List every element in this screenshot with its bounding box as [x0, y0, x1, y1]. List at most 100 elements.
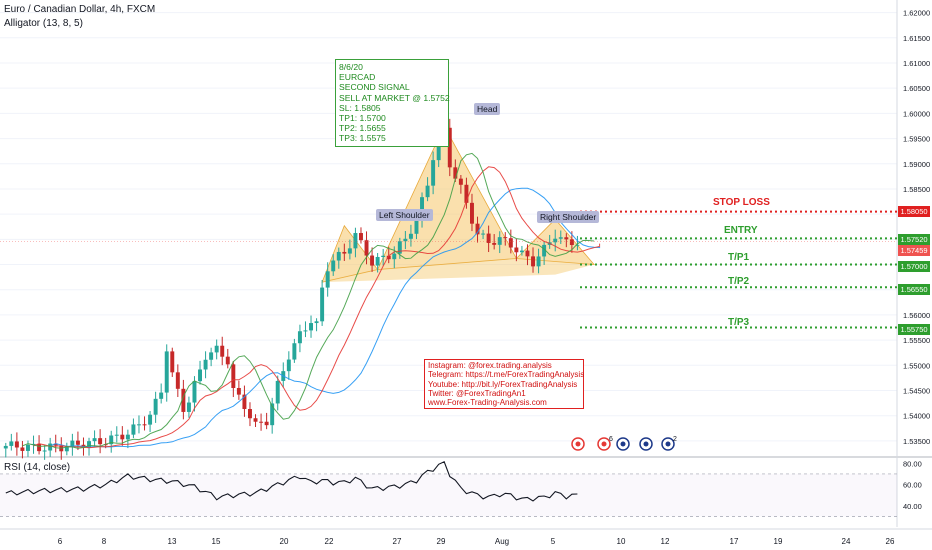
candle-body: [170, 351, 175, 373]
candle-body: [525, 250, 530, 257]
candle-body: [42, 450, 47, 452]
candle-body: [375, 256, 380, 266]
candle-body: [214, 345, 219, 353]
time-tick-label: 27: [393, 537, 402, 546]
candle-body: [464, 184, 469, 203]
social-line: Instagram: @forex.trading.analysis: [428, 361, 552, 370]
signal-line: TP1: 1.5700: [339, 113, 386, 124]
right-shoulder-label: Right Shoulder: [537, 211, 600, 223]
time-tick-label: 6: [58, 537, 63, 546]
candle-body: [225, 356, 230, 365]
tp3-price-tag: 1.55750: [898, 324, 930, 335]
signal-line: TP2: 1.5655: [339, 123, 386, 134]
time-tick-label: 15: [212, 537, 221, 546]
entry-price-tag: 1.57520: [898, 234, 930, 245]
candle-body: [242, 394, 247, 410]
candle-body: [181, 388, 186, 412]
price-tick-label: 1.55000: [903, 361, 930, 370]
candle-body: [98, 438, 103, 445]
candle-body: [553, 238, 558, 243]
candle-body: [142, 424, 147, 426]
price-tick-label: 1.60500: [903, 84, 930, 93]
candle-body: [264, 421, 269, 426]
candle-body: [236, 387, 241, 395]
candle-body: [148, 414, 153, 425]
time-tick-label: 13: [168, 537, 177, 546]
time-tick-label: Aug: [495, 537, 509, 546]
economic-event-dot: [575, 441, 581, 447]
rsi-tick-label: 60.00: [903, 481, 922, 490]
event-count: 6: [609, 436, 613, 443]
current-price-tag: 1.57459: [898, 245, 930, 256]
signal-line: SELL AT MARKET @ 1.5752: [339, 92, 450, 103]
price-tick-label: 1.59500: [903, 135, 930, 144]
candle-body: [486, 233, 491, 243]
symbol-title[interactable]: Euro / Canadian Dollar, 4h, FXCM: [4, 4, 156, 15]
candle-body: [497, 237, 502, 245]
candle-body: [514, 247, 519, 253]
stop-loss-label: STOP LOSS: [713, 197, 770, 208]
candle-body: [386, 255, 391, 260]
candle-body: [420, 197, 424, 219]
rsi-band: [0, 473, 897, 517]
candle-body: [297, 331, 302, 344]
candle-body: [64, 446, 69, 452]
rsi-line: [5, 461, 578, 502]
candle-body: [325, 271, 330, 288]
candle-body: [470, 202, 474, 224]
candle-body: [120, 434, 125, 440]
candle-body: [447, 127, 452, 168]
candle-body: [198, 369, 202, 382]
candle-body: [414, 218, 419, 234]
candle-body: [492, 242, 497, 245]
candle-body: [453, 167, 458, 179]
event-count: 2: [673, 436, 677, 443]
alligator-lips-line: [22, 152, 595, 449]
candle-body: [231, 364, 236, 388]
rsi-legend[interactable]: RSI (14, close): [4, 462, 71, 473]
time-tick-label: 20: [280, 537, 289, 546]
rsi-pane: 80.00 60.00 40.00: [0, 459, 932, 530]
price-tick-label: 1.62000: [903, 9, 930, 18]
candle-body: [209, 352, 214, 360]
candle-body: [87, 441, 91, 448]
candle-body: [392, 253, 397, 260]
candle-body: [564, 237, 569, 240]
candle-body: [159, 392, 164, 399]
candle-body: [37, 443, 42, 452]
candle-body: [336, 251, 341, 261]
candle-body: [9, 441, 14, 446]
candle-body: [114, 434, 119, 436]
candle-body: [320, 287, 325, 322]
candle-body: [519, 250, 524, 253]
candle-body: [259, 421, 264, 423]
candle-body: [431, 160, 436, 186]
candle-body: [569, 239, 574, 245]
candle-body: [270, 403, 275, 426]
candle-body: [53, 443, 58, 446]
price-tick-label: 1.59000: [903, 160, 930, 169]
candle-body: [353, 233, 358, 249]
candle-body: [309, 323, 313, 331]
indicator-legend[interactable]: Alligator (13, 8, 5): [4, 18, 83, 29]
candle-body: [125, 434, 130, 440]
time-tick-label: 22: [325, 537, 334, 546]
price-tick-label: 1.53500: [903, 437, 930, 446]
candle-body: [292, 343, 297, 360]
social-line: Youtube: http://bit.ly/ForexTradingAnaly…: [428, 379, 578, 389]
social-line: Twitter: @ForexTradingAn1: [428, 388, 526, 398]
alligator-teeth-line: [33, 166, 601, 449]
candle-body: [137, 424, 141, 426]
tp2-label: T/P2: [728, 276, 750, 287]
time-axis[interactable]: 6 8 13 15 20 22 27 29 Aug 5 10 12 17 19 24 26: [58, 537, 895, 546]
candle-body: [458, 178, 463, 185]
candle-body: [48, 443, 53, 451]
signal-line: 8/6/20: [339, 62, 363, 72]
candle-body: [408, 233, 413, 239]
neckline-fill: [322, 258, 595, 283]
price-tick-label: 1.55500: [903, 336, 930, 345]
candle-body: [248, 409, 252, 419]
